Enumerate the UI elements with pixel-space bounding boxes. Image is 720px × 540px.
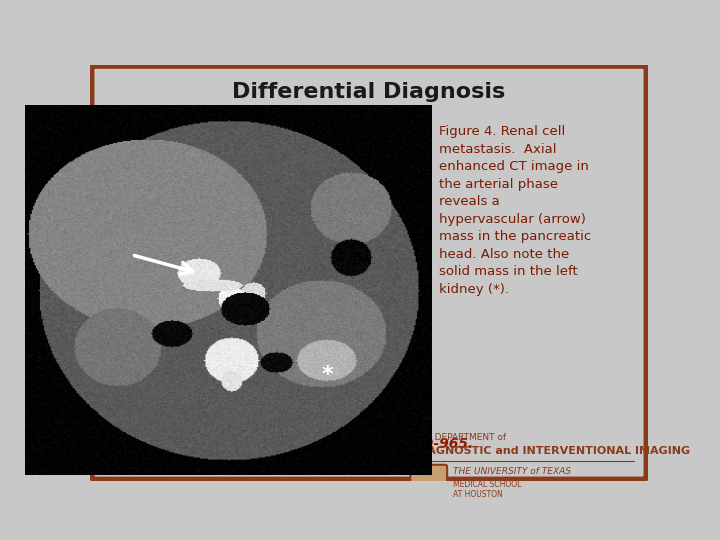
Text: *: *: [321, 365, 333, 385]
Text: Differential Diagnosis: Differential Diagnosis: [233, 82, 505, 102]
FancyBboxPatch shape: [410, 465, 447, 498]
FancyBboxPatch shape: [91, 66, 647, 480]
Text: THE UNIVERSITY of TEXAS: THE UNIVERSITY of TEXAS: [453, 467, 571, 476]
Text: THE DEPARTMENT of: THE DEPARTMENT of: [413, 433, 505, 442]
Text: MEDICAL SCHOOL
AT HOUSTON: MEDICAL SCHOOL AT HOUSTON: [453, 480, 521, 499]
Text: Figure 4. Renal cell
metastasis.  Axial
enhanced CT image in
the arterial phase
: Figure 4. Renal cell metastasis. Axial e…: [438, 125, 591, 295]
Text: DIAGNOSTIC and INTERVENTIONAL IMAGING: DIAGNOSTIC and INTERVENTIONAL IMAGING: [413, 446, 690, 456]
Text: To’o K J et al. Radiographics 2005;25:949-965.
© RSNA: To’o K J et al. Radiographics 2005;25:94…: [112, 437, 474, 467]
